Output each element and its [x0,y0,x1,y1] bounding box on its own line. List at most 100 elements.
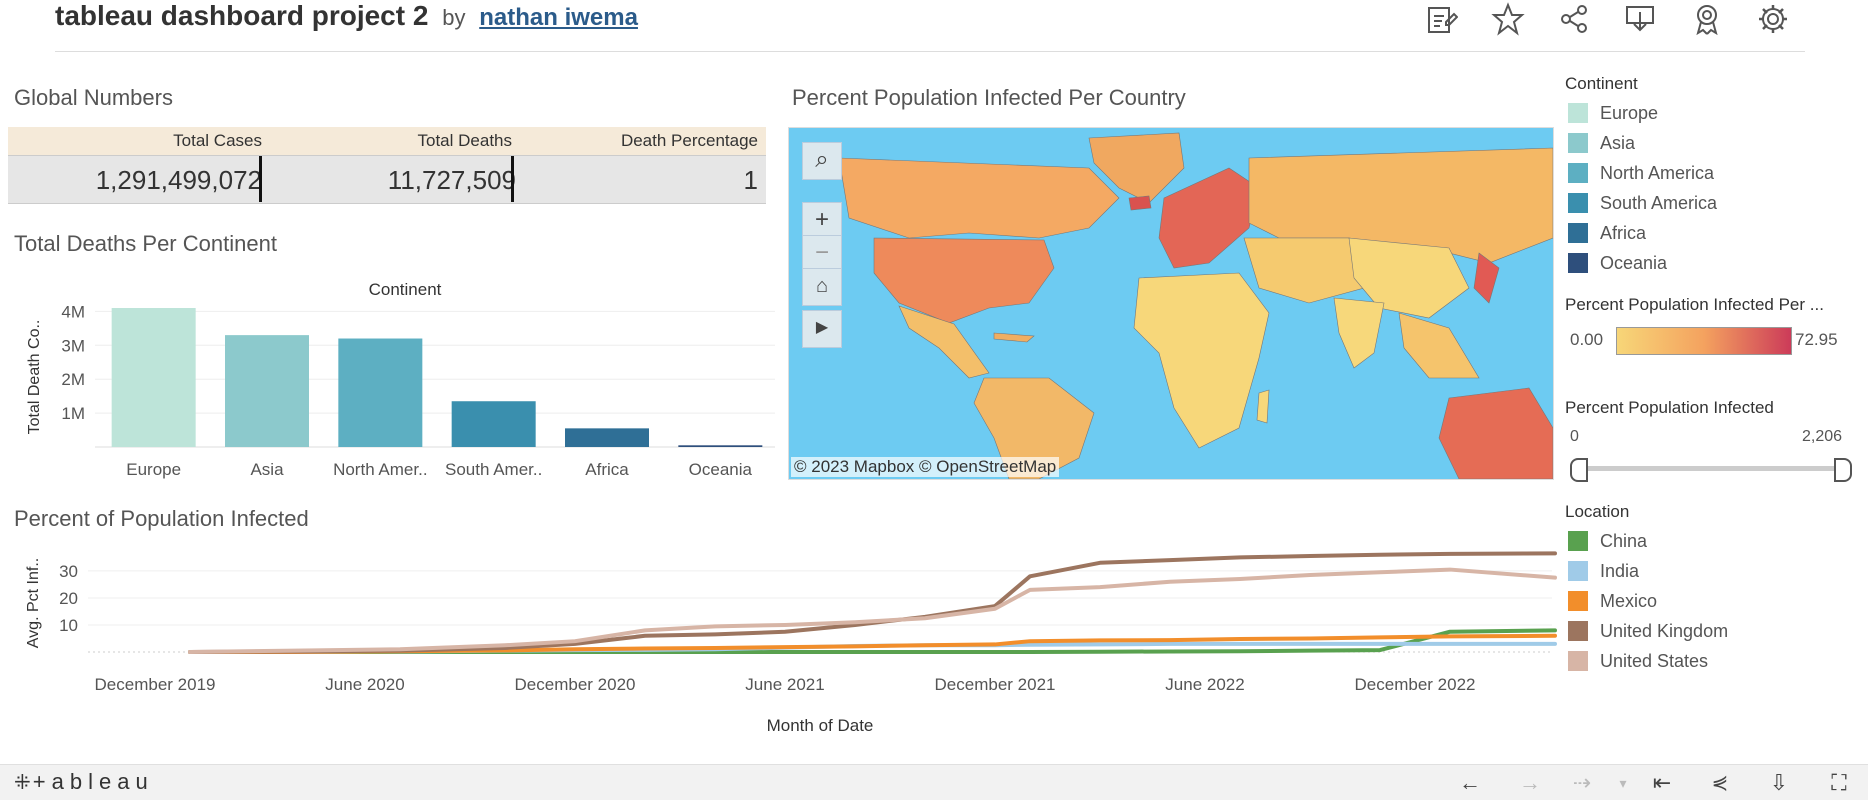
tableau-logo-text: +ableau [32,769,154,794]
edit-icon[interactable] [1424,2,1458,36]
share-icon[interactable] [1557,2,1591,36]
dashboard-title-bar: tableau dashboard project 2 by nathan iw… [55,0,638,32]
bar-south-amer[interactable] [451,401,536,447]
bar-chart-x-tick: Oceania [689,460,753,479]
continent-legend-title: Continent [1565,74,1638,93]
legend-swatch [1568,621,1588,642]
legend-label: Oceania [1600,252,1668,273]
global-numbers-table: Total Cases Total Deaths Death Percentag… [8,127,766,204]
line-chart-y-tick: 30 [59,562,78,581]
continent-legend-item[interactable]: South America [1568,192,1717,214]
share-icon[interactable]: ⋞ [1711,772,1729,794]
location-legend-title: Location [1565,502,1630,521]
fullscreen-icon[interactable]: ⛶ [1831,770,1847,795]
badge-icon[interactable] [1690,2,1724,36]
legend-label: South America [1600,192,1718,213]
line-series-united-states[interactable] [188,567,1557,654]
bar-africa[interactable] [565,428,649,447]
line-chart-y-tick: 20 [59,589,78,608]
location-legend-item[interactable]: United Kingdom [1568,620,1728,642]
legend-label: Europe [1600,102,1659,123]
continent-legend-item[interactable]: Africa [1568,222,1646,244]
continent-legend-item[interactable]: Oceania [1568,252,1667,274]
map-controls: ⌕ + − ⌂ ▶ [802,142,842,352]
legend-label: North America [1600,162,1715,183]
global-numbers-title: Global Numbers [14,85,173,110]
bar-asia[interactable] [225,335,309,447]
footer-toolbar: ⁜+ableau ← → ⇢ ▾ ⇤ ⋞ ⇩ ⛶ [0,764,1868,800]
continent-legend-item[interactable]: North America [1568,162,1714,184]
line-chart-x-tick: December 2019 [95,675,216,694]
continent-legend-item[interactable]: Europe [1568,102,1658,124]
location-legend-item[interactable]: India [1568,560,1639,582]
legend-swatch [1568,133,1588,154]
global-numbers-header-row: Total Cases Total Deaths Death Percentag… [8,127,766,155]
tableau-logo[interactable]: ⁜+ableau [14,769,154,794]
map-search-icon[interactable]: ⌕ [802,142,842,180]
author-link[interactable]: nathan iwema [479,4,638,31]
line-chart-x-tick: June 2020 [325,675,404,694]
bar-chart-y-tick: 4M [61,302,85,321]
star-icon[interactable] [1491,2,1525,36]
bar-chart-x-tick: Africa [585,460,629,479]
color-legend-min: 0.00 [1570,330,1604,349]
location-legend-item[interactable]: United States [1568,650,1708,672]
legend-label: Asia [1600,132,1636,153]
download-icon[interactable]: ⇩ [1769,770,1789,795]
legend-swatch [1568,591,1588,612]
redo-icon[interactable]: → [1519,770,1541,795]
infection-map[interactable]: ⌕ + − ⌂ ▶ © 2023 Mapbox © OpenStreetMap [788,127,1554,480]
home-icon[interactable]: ⌂ [802,268,842,306]
dashboard-title: tableau dashboard project 2 [55,0,429,31]
color-legend-title: Percent Population Infected Per ... [1565,295,1824,314]
bar-chart-y-tick: 2M [61,370,85,389]
line-chart-x-label: Month of Date [767,716,874,735]
zoom-out-icon[interactable]: − [802,235,842,273]
download-icon[interactable] [1623,2,1657,36]
header-total-cases: Total Cases [173,131,262,150]
legend-swatch [1568,531,1588,552]
map-shapes [838,132,1553,479]
legend-label: India [1600,560,1640,581]
slider-filter-title: Percent Population Infected [1565,398,1774,417]
slider-min-label: 0 [1570,428,1579,445]
replay-dropdown-icon[interactable]: ▾ [1619,775,1627,791]
legend-swatch [1568,193,1588,214]
undo-icon[interactable]: ← [1459,770,1481,795]
bar-oceania[interactable] [678,445,763,447]
replay-icon[interactable]: ⇢ [1572,770,1592,795]
map-attribution[interactable]: © 2023 Mapbox © OpenStreetMap [791,457,1060,477]
slider-max-handle[interactable] [1834,458,1852,482]
color-legend-gradient [1616,327,1792,355]
legend-swatch [1568,163,1588,184]
header-death-percentage: Death Percentage [620,131,758,150]
value-total-cases: 1,291,499,072 [95,165,262,195]
bar-chart-x-tick: South Amer.. [445,460,542,479]
line-chart-x-tick: December 2022 [1355,675,1476,694]
bar-europe[interactable] [111,308,196,447]
line-chart-y-label: Avg. Pct Inf.. [25,558,42,648]
column-divider [511,156,514,202]
infection-line-chart: Avg. Pct Inf.. 10 20 30 December 2019 June 20… [25,551,1557,735]
deaths-bar-chart: Continent Total Death Co.. 1M 2M 3M 4M Europe A… [26,280,775,479]
bar-north-amer[interactable] [338,338,423,447]
legend-swatch [1568,561,1588,582]
slider-track[interactable] [1576,466,1844,471]
play-icon[interactable]: ▶ [802,310,842,348]
location-legend-item[interactable]: China [1568,530,1647,552]
bar-chart-y-tick: 1M [61,404,85,423]
legend-label: United States [1600,650,1709,671]
location-legend-item[interactable]: Mexico [1568,590,1657,612]
legend-swatch [1568,253,1588,274]
line-chart-x-tick: June 2022 [1165,675,1244,694]
line-chart-title: Percent of Population Infected [14,506,309,531]
revert-icon[interactable]: ⇤ [1652,770,1672,795]
slider-min-handle[interactable] [1570,458,1588,482]
line-series-mexico[interactable] [188,633,1557,654]
legend-swatch [1568,223,1588,244]
color-legend-max: 72.95 [1795,330,1838,349]
value-death-percentage: 1 [743,165,758,195]
gear-icon[interactable] [1756,2,1790,36]
bar-chart-x-tick: Asia [250,460,284,479]
continent-legend-item[interactable]: Asia [1568,132,1635,154]
